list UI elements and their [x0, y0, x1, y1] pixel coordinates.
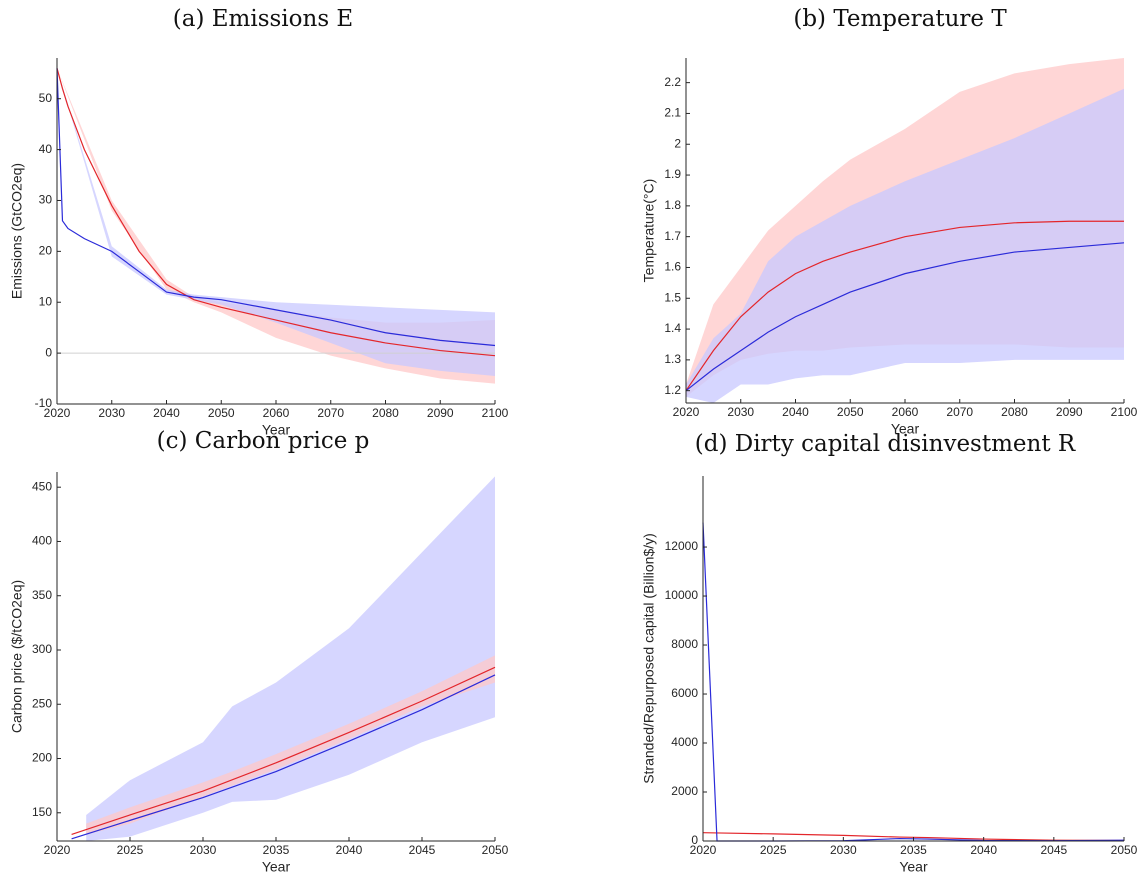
- y-tick-label: 300: [32, 642, 52, 656]
- y-axis-label: Temperature(°C): [641, 179, 657, 283]
- x-tick-label: 2035: [263, 843, 290, 857]
- x-tick-label: 2040: [153, 406, 180, 420]
- y-axis-label: Emissions (GtCO2eq): [9, 163, 25, 299]
- x-tick-label: 2040: [782, 405, 809, 419]
- series-line: [685, 220, 1124, 392]
- y-tick-label: 450: [32, 479, 52, 493]
- series-line: [71, 674, 496, 840]
- x-tick-label: 2050: [837, 405, 864, 419]
- x-tick-label: 2020: [690, 843, 717, 857]
- x-tick-label: 2030: [830, 843, 857, 857]
- x-tick-label: 2020: [44, 406, 71, 420]
- x-tick-label: 2045: [1040, 843, 1067, 857]
- x-tick-label: 2050: [208, 406, 235, 420]
- x-axis-label: Year: [262, 422, 291, 438]
- x-tick-label: 2040: [970, 843, 997, 857]
- y-tick-label: 1.2: [664, 383, 681, 397]
- x-tick-label: 2060: [892, 405, 919, 419]
- y-tick-label: 1.3: [664, 352, 681, 366]
- uncertainty-band: [86, 476, 495, 841]
- y-tick-label: 0: [691, 833, 698, 847]
- x-tick-label: 2025: [117, 843, 144, 857]
- y-tick-label: 1.5: [664, 290, 681, 304]
- x-tick-label: 2050: [1111, 843, 1138, 857]
- x-tick-label: 2060: [263, 406, 290, 420]
- x-tick-label: 2100: [482, 406, 509, 420]
- x-tick-label: 2025: [760, 843, 787, 857]
- x-tick-label: 2030: [190, 843, 217, 857]
- x-tick-label: 2020: [44, 843, 71, 857]
- y-tick-label: 10: [39, 294, 53, 308]
- y-tick-label: -10: [35, 396, 53, 410]
- x-tick-label: 2090: [1056, 405, 1083, 419]
- y-tick-label: 30: [39, 193, 53, 207]
- chart-title: (a) Emissions E: [173, 6, 353, 32]
- y-tick-label: 12000: [665, 539, 699, 553]
- y-tick-label: 2000: [671, 784, 698, 798]
- y-tick-label: 10000: [665, 588, 699, 602]
- x-tick-label: 2045: [409, 843, 436, 857]
- y-tick-label: 6000: [671, 686, 698, 700]
- y-tick-label: 8000: [671, 637, 698, 651]
- x-tick-label: 2030: [98, 406, 125, 420]
- x-tick-label: 2050: [482, 843, 509, 857]
- series-line: [71, 666, 496, 836]
- x-tick-label: 2070: [946, 405, 973, 419]
- x-tick-label: 2030: [727, 405, 754, 419]
- x-tick-label: 2020: [673, 405, 700, 419]
- y-tick-label: 50: [39, 91, 53, 105]
- uncertainty-band: [686, 88, 1124, 403]
- uncertainty-band: [86, 655, 495, 835]
- x-tick-label: 2035: [900, 843, 927, 857]
- y-tick-label: 150: [32, 805, 52, 819]
- y-tick-label: 250: [32, 696, 52, 710]
- y-tick-label: 400: [32, 534, 52, 548]
- x-axis-label: Year: [891, 421, 920, 437]
- x-tick-label: 2070: [317, 406, 344, 420]
- x-tick-label: 2080: [1001, 405, 1028, 419]
- x-tick-label: 2100: [1111, 405, 1138, 419]
- series-line: [702, 522, 1125, 842]
- y-tick-label: 2: [674, 136, 681, 150]
- y-tick-label: 2.1: [664, 106, 681, 120]
- chart-title: (c) Carbon price p: [157, 428, 370, 454]
- series-line: [702, 832, 1125, 842]
- y-tick-label: 1.4: [664, 321, 681, 335]
- y-tick-label: 1.9: [664, 167, 681, 181]
- x-tick-label: 2090: [427, 406, 454, 420]
- y-tick-label: 350: [32, 588, 52, 602]
- y-tick-label: 20: [39, 244, 53, 258]
- series-line: [56, 68, 496, 347]
- chart-title: (d) Dirty capital disinvestment R: [695, 431, 1076, 457]
- y-axis-label: Carbon price ($/tCO2eq): [9, 580, 25, 733]
- x-axis-label: Year: [262, 859, 291, 875]
- series-line: [56, 68, 496, 357]
- x-tick-label: 2080: [372, 406, 399, 420]
- y-tick-label: 4000: [671, 735, 698, 749]
- y-tick-label: 2.2: [664, 75, 681, 89]
- y-axis-label: Stranded/Repurposed capital (Billion$/y): [641, 533, 657, 784]
- x-axis-label: Year: [899, 859, 928, 875]
- y-tick-label: 1.6: [664, 260, 681, 274]
- y-tick-label: 0: [45, 345, 52, 359]
- chart-title: (b) Temperature T: [793, 6, 1007, 32]
- y-tick-label: 1.8: [664, 198, 681, 212]
- y-tick-label: 1.7: [664, 229, 681, 243]
- y-tick-label: 200: [32, 751, 52, 765]
- series-line: [685, 242, 1125, 392]
- uncertainty-band: [57, 68, 495, 377]
- x-tick-label: 2040: [336, 843, 363, 857]
- y-tick-label: 40: [39, 142, 53, 156]
